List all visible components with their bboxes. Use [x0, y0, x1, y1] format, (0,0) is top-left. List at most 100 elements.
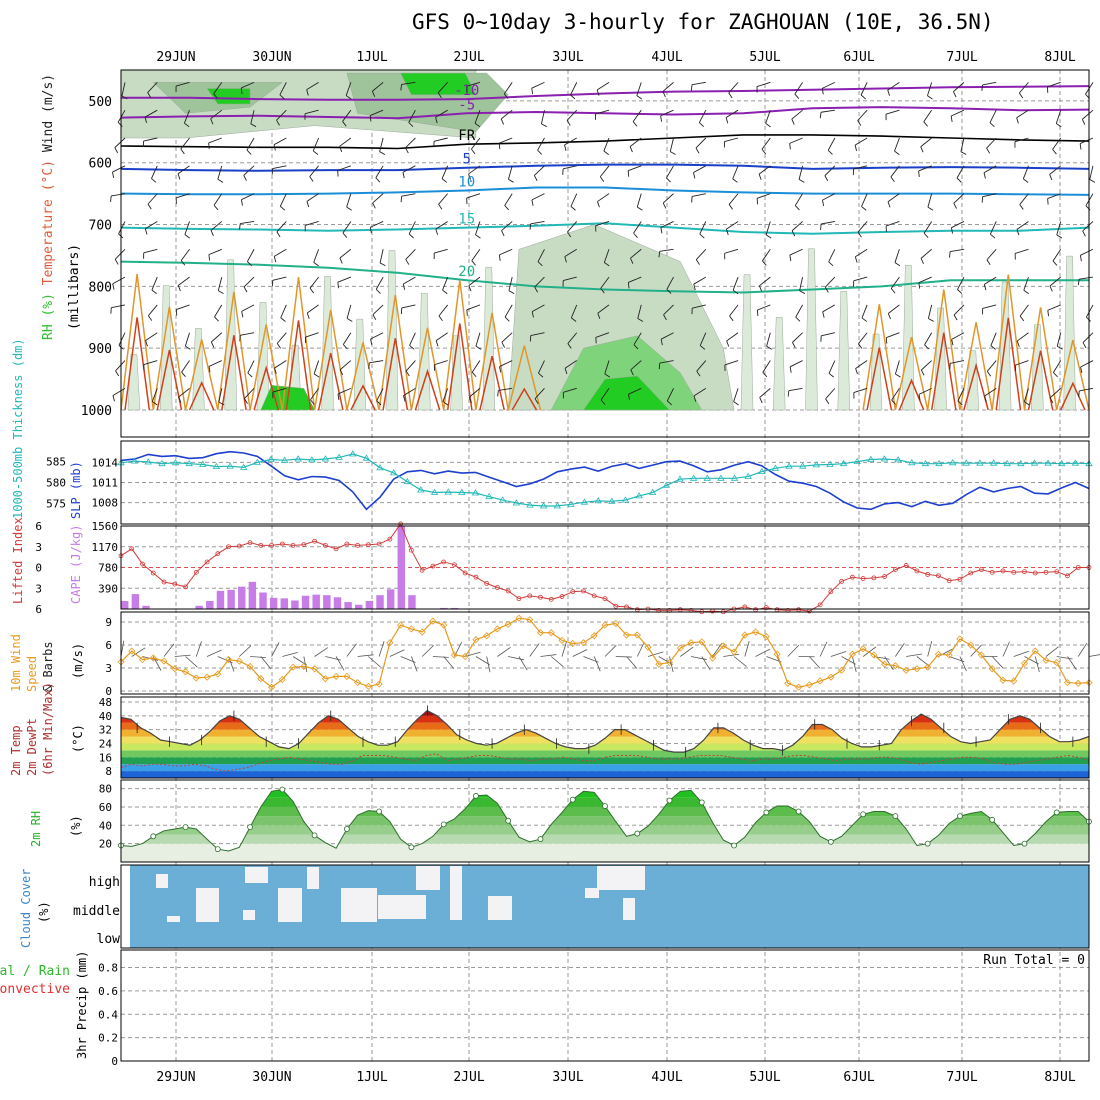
cape-bar [248, 581, 257, 609]
pressure-tick-label: 900 [89, 342, 112, 357]
wind-barb-flag [789, 366, 792, 373]
temp-band [121, 757, 1089, 765]
wind-barb-flag [666, 289, 672, 294]
thickness-point [458, 488, 466, 495]
wind-barb-flag [789, 143, 791, 150]
rh-shade-column [353, 318, 367, 411]
wind-barb-flag [376, 400, 382, 406]
wind-barb-flag [537, 149, 543, 155]
wind-barb [567, 332, 578, 344]
rh-point [279, 786, 286, 793]
wind-barb [663, 304, 674, 316]
wind-barb [241, 81, 255, 89]
pressure-tick-label: 700 [89, 219, 112, 234]
wind10m-barb [475, 656, 490, 666]
wind-barb [243, 165, 255, 176]
lifted-index-point [817, 602, 823, 608]
wind-barb [342, 109, 352, 122]
wind-barb-flag [983, 172, 986, 179]
cloud-level-label: high [89, 875, 120, 890]
thickness-point [226, 462, 234, 469]
thickness-tick-label: 580 [46, 477, 66, 490]
lifted-index-point [150, 570, 156, 576]
temp-tick-label: 32 [99, 724, 112, 737]
wind-barb [923, 109, 933, 122]
wind-barb [693, 276, 707, 285]
wind-barb-flag [666, 177, 671, 183]
wind-barb [920, 137, 932, 148]
wind10m-speed-point [160, 657, 168, 665]
rh-point [989, 816, 996, 823]
temp-tick-label: 48 [99, 696, 112, 709]
wind-barb-flag [181, 371, 186, 377]
wind-barb [246, 137, 255, 151]
cloud-axis-label: Cloud Cover [19, 869, 33, 948]
wind-barb-flag [1080, 366, 1083, 373]
lifted-index-point [591, 593, 597, 599]
wind-barb-flag [276, 119, 280, 126]
temp-tick-label: 24 [99, 737, 113, 750]
wind10m-barb [572, 649, 588, 657]
lifted-index-point [452, 562, 457, 568]
precip-legend-label: Convective [0, 982, 70, 997]
lifted-index-point [559, 594, 565, 599]
wind-barb [1080, 248, 1094, 256]
rh-point [150, 833, 157, 840]
wind-barb [471, 249, 481, 261]
wind-barb-flag [984, 395, 987, 402]
wind-barb [499, 137, 513, 144]
wind-barb-flag [1086, 316, 1091, 322]
wind-barb [499, 248, 513, 256]
wind10m-barb [884, 656, 894, 671]
isotherm-label: -5 [458, 97, 475, 113]
wind10m-speed-point [192, 674, 200, 682]
wind-barb [822, 193, 836, 201]
wind10m-speed-point [762, 633, 770, 641]
rh-point [602, 803, 608, 809]
wind-barb [927, 193, 933, 208]
wind10m-speed-point [128, 647, 136, 655]
wind-barb [475, 332, 481, 347]
wind-barb [1019, 193, 1029, 205]
rh-shade-column [192, 328, 205, 411]
wind-barb [530, 221, 545, 225]
wind-barb [437, 82, 448, 93]
wind10m-speed-point [859, 645, 867, 653]
wind-barb [337, 276, 352, 283]
wind-barb-flag [243, 286, 248, 293]
cape-bar [195, 605, 203, 609]
wind10m-speed-point [246, 662, 254, 671]
wind-barb-flag [927, 206, 934, 211]
wind-barb [699, 332, 707, 346]
rh-shade-column [224, 259, 237, 411]
wind-barb [375, 276, 384, 290]
wind-axis-label: 10m Wind Speed & Barbs [9, 634, 55, 692]
wind-barb [822, 81, 836, 89]
wind-barb-flag [208, 254, 211, 261]
wind-barb-flag [699, 345, 706, 350]
wind-barb-flag [570, 206, 576, 211]
cape-bar [280, 598, 289, 609]
li-tick-label: 3 [35, 541, 42, 554]
wind10m-speed-point [429, 617, 437, 625]
wind-barb-flag [337, 282, 339, 289]
rh-high-lower [550, 335, 703, 411]
wind-barb [434, 360, 448, 366]
lifted-index-point [269, 542, 274, 548]
wind10m-speed-point [956, 635, 964, 643]
wind-barb [595, 332, 610, 338]
wind-barb [799, 276, 804, 291]
wind-barb [570, 193, 578, 207]
rh-band [121, 834, 1089, 844]
wind10m-speed-point [934, 650, 942, 658]
wind-barb [636, 193, 642, 208]
wind-barb-flag [1018, 92, 1024, 99]
wind-barb [762, 360, 771, 373]
wind10m-barb [1067, 656, 1077, 670]
wind10m-speed-point [612, 619, 620, 628]
thickness-point [1044, 459, 1052, 466]
wind10m-speed-point [1031, 647, 1039, 655]
thickness-point [471, 489, 480, 496]
wind-barb-flag [799, 290, 806, 294]
li-axis-label: Lifted Index [11, 517, 25, 604]
